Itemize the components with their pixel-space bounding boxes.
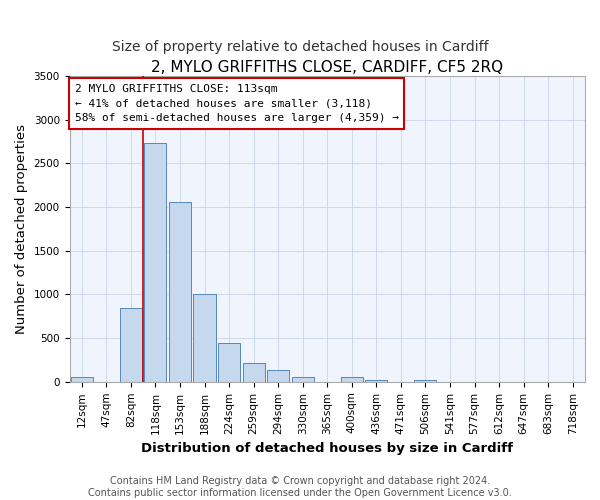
- Bar: [218, 342, 240, 382]
- Bar: [267, 370, 289, 382]
- Text: Size of property relative to detached houses in Cardiff: Size of property relative to detached ho…: [112, 40, 488, 54]
- Bar: [71, 378, 93, 382]
- Y-axis label: Number of detached properties: Number of detached properties: [15, 124, 28, 334]
- Text: 2 MYLO GRIFFITHS CLOSE: 113sqm
← 41% of detached houses are smaller (3,118)
58% : 2 MYLO GRIFFITHS CLOSE: 113sqm ← 41% of …: [74, 84, 398, 124]
- Text: Contains HM Land Registry data © Crown copyright and database right 2024.
Contai: Contains HM Land Registry data © Crown c…: [88, 476, 512, 498]
- Bar: [242, 364, 265, 382]
- Bar: [169, 202, 191, 382]
- Bar: [145, 144, 166, 382]
- X-axis label: Distribution of detached houses by size in Cardiff: Distribution of detached houses by size …: [141, 442, 513, 455]
- Bar: [120, 308, 142, 382]
- Bar: [341, 378, 363, 382]
- Bar: [365, 380, 388, 382]
- Bar: [193, 294, 215, 382]
- Title: 2, MYLO GRIFFITHS CLOSE, CARDIFF, CF5 2RQ: 2, MYLO GRIFFITHS CLOSE, CARDIFF, CF5 2R…: [151, 60, 503, 75]
- Bar: [292, 378, 314, 382]
- Bar: [415, 380, 436, 382]
